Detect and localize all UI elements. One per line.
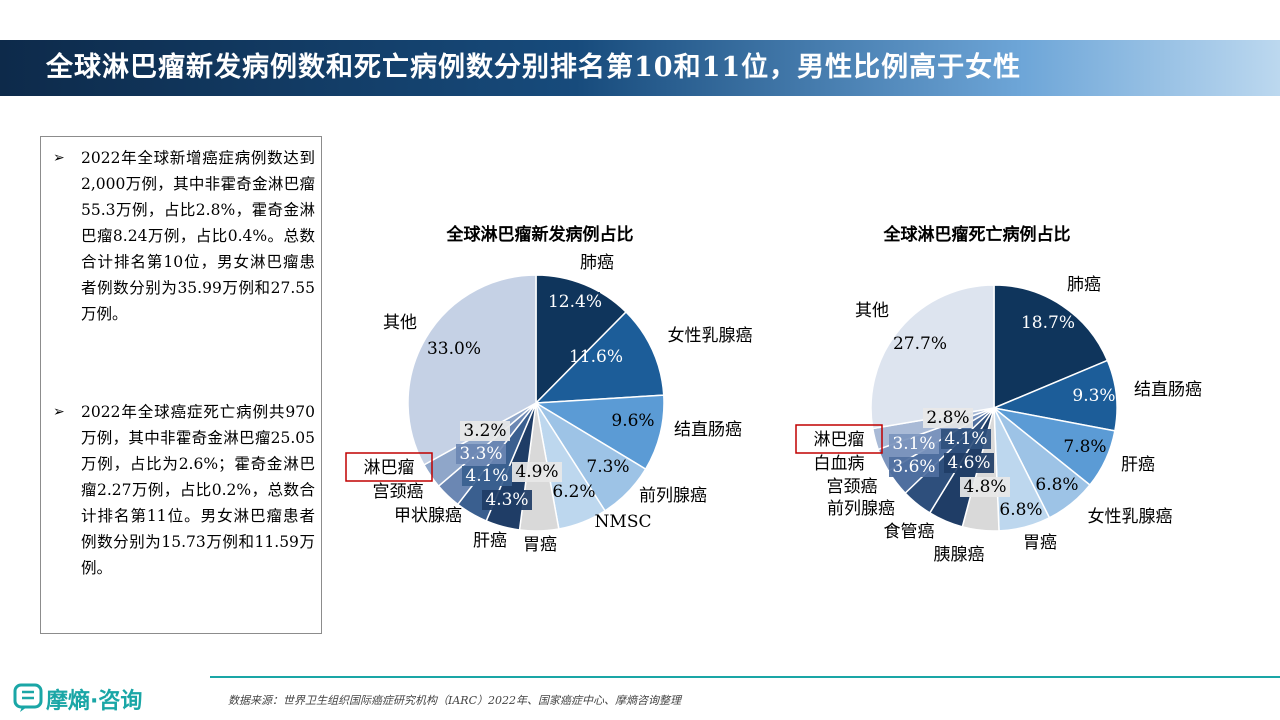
data-label-bg — [923, 408, 973, 428]
data-label: 33.0% — [427, 339, 481, 359]
category-label: 其他 — [855, 301, 889, 321]
data-label: 7.3% — [586, 457, 629, 477]
pie-slice — [407, 274, 537, 466]
category-label: 肝癌 — [1121, 455, 1155, 475]
category-label: 肺癌 — [580, 253, 614, 273]
note-text: 2022年全球癌症死亡病例共970万例，其中非霍奇金淋巴瘤25.05万例，占比为… — [81, 403, 315, 577]
category-label: 胃癌 — [523, 535, 557, 555]
data-label-bg — [482, 490, 532, 510]
category-label: 食管癌 — [884, 522, 935, 542]
data-label: 4.3% — [485, 490, 528, 510]
note-item: ➢ 2022年全球新增癌症病例数达到2,000万例，其中非霍奇金淋巴瘤55.3万… — [53, 145, 315, 327]
data-label: 6.8% — [999, 500, 1042, 520]
category-label: 宫颈癌 — [373, 482, 424, 502]
category-label: 前列腺癌 — [827, 499, 895, 519]
category-label: 甲状腺癌 — [394, 506, 462, 526]
data-label: 4.1% — [944, 429, 987, 449]
chart-title-mortality: 全球淋巴瘤死亡病例占比 — [883, 225, 1071, 245]
category-label: 淋巴瘤 — [364, 458, 415, 478]
notes-box: ➢ 2022年全球新增癌症病例数达到2,000万例，其中非霍奇金淋巴瘤55.3万… — [40, 136, 322, 634]
category-label: 女性乳腺癌 — [1088, 507, 1173, 527]
data-label: 9.3% — [1072, 386, 1115, 406]
data-label-bg — [960, 477, 1010, 497]
data-label-bg — [512, 462, 562, 482]
category-label: 前列腺癌 — [639, 486, 707, 506]
category-label: 淋巴瘤 — [814, 430, 865, 450]
data-label: 3.6% — [892, 457, 935, 477]
category-label: 胰腺癌 — [934, 545, 985, 565]
data-label-bg — [462, 466, 512, 486]
data-label-bg — [889, 434, 939, 454]
title-bar: 全球淋巴瘤新发病例数和死亡病例数分别排名第10和11位，男性比例高于女性 — [0, 40, 1280, 96]
highlight-box — [795, 424, 883, 454]
category-label: 结直肠癌 — [674, 420, 742, 440]
note-text: 2022年全球新增癌症病例数达到2,000万例，其中非霍奇金淋巴瘤55.3万例，… — [81, 149, 315, 323]
pie-slice — [534, 310, 665, 404]
data-label: 4.6% — [947, 453, 990, 473]
category-label: NMSC — [595, 512, 652, 532]
data-label-bg — [460, 421, 510, 441]
data-label: 7.8% — [1063, 437, 1106, 457]
note-item: ➢ 2022年全球癌症死亡病例共970万例，其中非霍奇金淋巴瘤25.05万例，占… — [53, 399, 315, 581]
data-label: 27.7% — [893, 334, 947, 354]
pie-slice — [870, 284, 995, 430]
data-label-bg — [889, 457, 939, 477]
arrow-bullet-icon: ➢ — [53, 150, 65, 166]
category-label: 肺癌 — [1067, 275, 1101, 295]
category-label: 肝癌 — [473, 531, 507, 551]
data-label: 3.2% — [463, 421, 506, 441]
data-label-bg — [456, 444, 506, 464]
pie-incidence: 12.4% 11.6% 9.6% 7.3% 6.2%4.9% 4.3% 4.1%3.3% 3.… — [345, 253, 753, 555]
data-label: 4.9% — [515, 462, 558, 482]
data-label: 3.3% — [459, 444, 502, 464]
data-label: 3.1% — [892, 434, 935, 454]
category-label: 宫颈癌 — [827, 477, 878, 497]
category-label: 结直肠癌 — [1134, 380, 1202, 400]
data-label: 6.8% — [1035, 475, 1078, 495]
data-source: 数据来源：世界卫生组织国际癌症研究机构（IARC）2022年、国家癌症中心、摩熵… — [228, 694, 681, 707]
data-label: 12.4% — [548, 292, 602, 312]
category-label: 白血病 — [814, 454, 865, 474]
data-label: 18.7% — [1021, 313, 1075, 333]
data-label-bg — [550, 292, 600, 312]
page-title: 全球淋巴瘤新发病例数和死亡病例数分别排名第10和11位，男性比例高于女性 — [46, 52, 1022, 83]
pie-slice — [993, 284, 1109, 410]
footer-rule — [210, 676, 1280, 678]
data-label: 11.6% — [569, 347, 623, 367]
chart-title-incidence: 全球淋巴瘤新发病例占比 — [446, 225, 634, 245]
data-label: 4.1% — [465, 466, 508, 486]
data-label: 4.8% — [963, 477, 1006, 497]
data-label-bg — [941, 429, 991, 449]
category-label: 其他 — [383, 313, 417, 333]
data-label-bg — [944, 453, 994, 473]
data-label: 2.8% — [926, 408, 969, 428]
category-label: 胃癌 — [1023, 533, 1057, 553]
data-label: 6.2% — [552, 482, 595, 502]
data-label: 9.6% — [611, 411, 654, 431]
pie-slice — [533, 394, 665, 471]
highlight-box — [345, 452, 433, 482]
pie-mortality: 18.7% 9.3% 7.8% 6.8% 6.8% 4.8% 4.6% 4.1% 3.6% 3.1… — [795, 275, 1202, 565]
logo-icon — [13, 683, 43, 712]
arrow-bullet-icon: ➢ — [53, 404, 65, 420]
logo-text: 摩熵·咨询 — [46, 689, 143, 714]
category-label: 女性乳腺癌 — [668, 326, 753, 346]
